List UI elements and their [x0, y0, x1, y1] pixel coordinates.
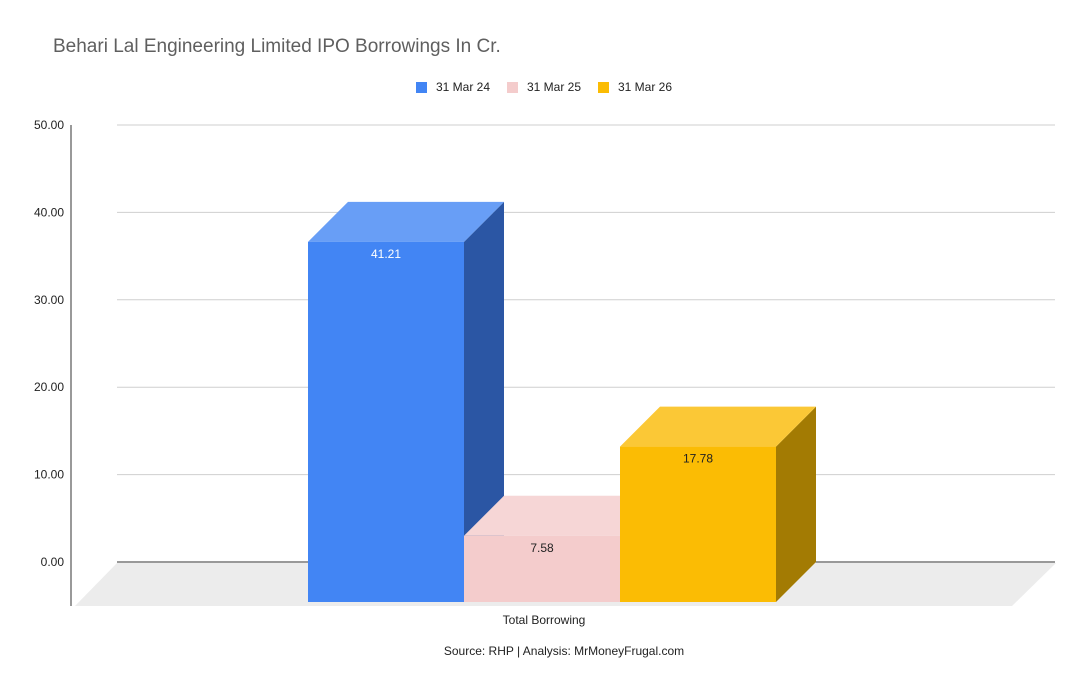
bar-1 [308, 241, 464, 603]
legend-item-31-mar-25[interactable]: 31 Mar 25 [507, 80, 581, 94]
bar-top-2 [464, 495, 660, 536]
bar-2 [464, 535, 620, 602]
legend-item-31-mar-26[interactable]: 31 Mar 26 [598, 80, 672, 94]
y-tick-label: 50.00 [34, 118, 64, 132]
legend-label: 31 Mar 26 [618, 80, 673, 94]
y-tick-label: 10.00 [34, 468, 64, 482]
bar-top-3 [620, 406, 816, 447]
chart-title: Behari Lal Engineering Limited IPO Borro… [53, 36, 501, 57]
y-tick-label: 0.00 [41, 555, 65, 569]
legend-swatch [598, 81, 609, 93]
y-tick-label: 40.00 [34, 205, 64, 219]
bar-top-1 [308, 201, 504, 242]
legend-swatch [507, 81, 518, 93]
y-tick-label: 20.00 [34, 380, 64, 394]
legend-label: 31 Mar 25 [527, 80, 582, 94]
legend: 31 Mar 24 31 Mar 25 31 Mar 26 [0, 80, 1090, 100]
legend-label: 31 Mar 24 [436, 80, 491, 94]
legend-item-31-mar-24[interactable]: 31 Mar 24 [416, 80, 490, 94]
y-tick-label: 30.00 [34, 293, 64, 307]
bar-3 [620, 446, 776, 602]
data-label-3: 17.78 [683, 452, 713, 466]
x-category-label: Total Borrowing [503, 613, 586, 627]
data-label-1: 41.21 [371, 247, 401, 261]
bar-side-1 [464, 201, 504, 603]
data-label-2: 7.58 [530, 541, 554, 555]
legend-swatch [416, 81, 427, 93]
bar-side-3 [776, 406, 816, 602]
source-note: Source: RHP | Analysis: MrMoneyFrugal.co… [443, 644, 685, 658]
